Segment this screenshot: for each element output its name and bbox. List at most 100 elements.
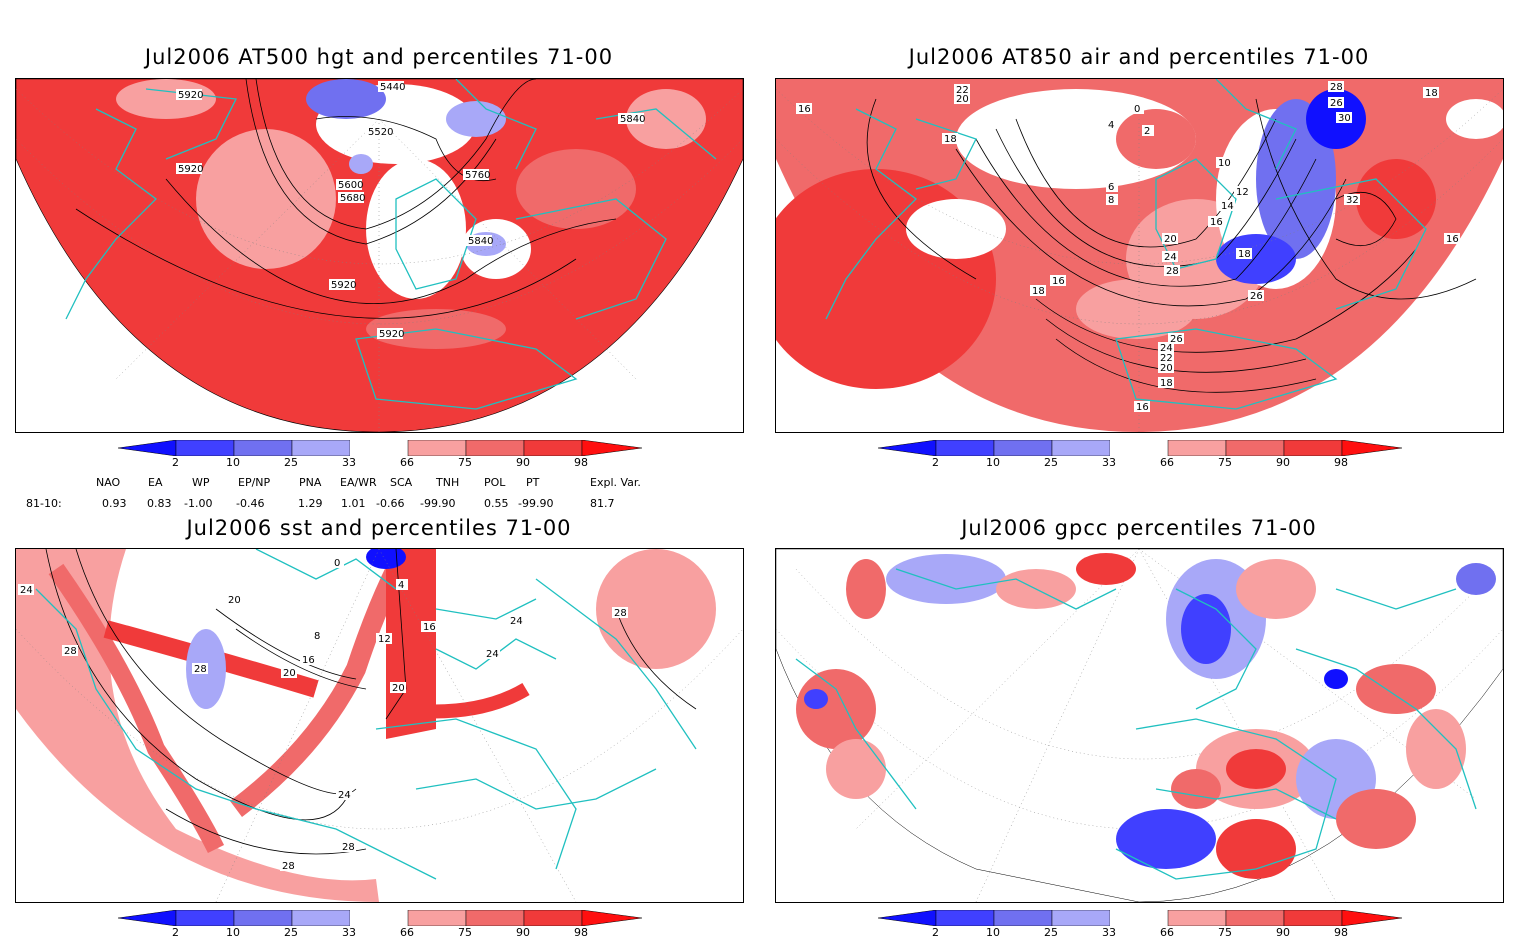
contour-label: 16 — [1446, 234, 1459, 245]
index-value: 0.83 — [147, 497, 172, 510]
contour-label: 5920 — [178, 164, 203, 175]
contour-label: 16 — [1052, 276, 1065, 287]
index-value: 0.55 — [484, 497, 509, 510]
colorbar-label: 2 — [932, 926, 939, 939]
contour-label: 8 — [1108, 195, 1114, 206]
panel-title-at850: Jul2006 AT850 air and percentiles 71-00 — [908, 45, 1370, 69]
map-at850-graphic: 22 20 16 18 0 4 2 28 26 30 18 10 6 8 12 … — [776, 79, 1503, 432]
contour-label: 0 — [1134, 104, 1140, 115]
contour-label: 5920 — [178, 90, 203, 101]
contour-label: 28 — [282, 861, 295, 872]
colorbar-label: 66 — [400, 456, 414, 469]
contour-label: 14 — [1221, 201, 1234, 212]
contour-label: 22 — [1160, 353, 1173, 364]
contour-label: 28 — [1166, 266, 1179, 277]
colorbar-top-right: 2 10 25 33 66 75 90 98 — [877, 439, 1403, 470]
index-value: 81.7 — [590, 497, 615, 510]
index-row-label: 81-10: — [26, 497, 62, 510]
colorbar-label: 10 — [226, 926, 240, 939]
index-value: 0.93 — [102, 497, 127, 510]
colorbar-label: 33 — [1102, 926, 1116, 939]
contour-label: 22 — [956, 85, 969, 96]
colorbar-label: 2 — [172, 926, 179, 939]
contour-label: 5840 — [620, 114, 645, 125]
index-header: TNH — [436, 476, 460, 489]
contour-label: 18 — [1238, 249, 1251, 260]
contour-label: 12 — [378, 634, 391, 645]
colorbar-label: 25 — [1044, 456, 1058, 469]
contour-label: 26 — [1250, 291, 1263, 302]
colorbar-label: 33 — [342, 456, 356, 469]
contour-label: 8 — [314, 631, 320, 642]
contour-label: 5760 — [465, 170, 490, 181]
contour-label: 16 — [1136, 402, 1149, 413]
contour-label: 5920 — [379, 329, 404, 340]
index-value: -99.90 — [518, 497, 554, 510]
contour-label: 32 — [1346, 195, 1359, 206]
contour-label: 5920 — [331, 280, 356, 291]
colorbar-label: 10 — [986, 926, 1000, 939]
contour-label: 26 — [1330, 98, 1343, 109]
colorbar-label: 33 — [1102, 456, 1116, 469]
contour-label: 16 — [1210, 217, 1223, 228]
contour-label: 18 — [1032, 286, 1045, 297]
contour-label: 18 — [1160, 378, 1173, 389]
colorbar-bottom-left: 2 10 25 33 66 75 90 98 — [117, 909, 643, 940]
panel-title-gpcc: Jul2006 gpcc percentiles 71-00 — [961, 516, 1317, 540]
colorbar-label: 98 — [1334, 456, 1348, 469]
colorbar-bottom-right: 2 10 25 33 66 75 90 98 — [877, 909, 1403, 940]
index-value: -99.90 — [420, 497, 456, 510]
contour-label: 16 — [423, 622, 436, 633]
colorbar-label: 66 — [1160, 456, 1174, 469]
colorbar-label: 10 — [986, 456, 1000, 469]
colorbar-label: 66 — [400, 926, 414, 939]
contour-label: 16 — [798, 104, 811, 115]
contour-label: 5600 — [338, 180, 363, 191]
contour-label: 20 — [392, 683, 405, 694]
map-at850: 22 20 16 18 0 4 2 28 26 30 18 10 6 8 12 … — [775, 78, 1504, 433]
contour-label: 20 — [1164, 234, 1177, 245]
contour-label: 20 — [283, 668, 296, 679]
contour-label: 5520 — [368, 127, 393, 138]
contour-label: 28 — [614, 608, 627, 619]
contour-label: 26 — [1170, 334, 1183, 345]
contour-label: 28 — [64, 646, 77, 657]
map-sst: 24 0 4 20 28 8 12 16 16 20 28 24 24 20 2… — [15, 548, 744, 903]
contour-label: 6 — [1108, 182, 1114, 193]
contour-label: 30 — [1338, 113, 1351, 124]
index-value: 1.01 — [341, 497, 366, 510]
colorbar-label: 90 — [516, 456, 530, 469]
colorbar-label: 90 — [1276, 926, 1290, 939]
colorbar-label: 90 — [1276, 456, 1290, 469]
index-header: EA — [148, 476, 163, 489]
contour-label: 24 — [1164, 252, 1177, 263]
colorbar-label: 98 — [574, 456, 588, 469]
colorbar-label: 75 — [458, 456, 472, 469]
index-header: WP — [192, 476, 210, 489]
map-gpcc-graphic — [776, 549, 1503, 902]
index-header: POL — [484, 476, 506, 489]
contour-label: 0 — [334, 558, 340, 569]
contour-label: 28 — [342, 842, 355, 853]
map-gpcc — [775, 548, 1504, 903]
contour-label: 20 — [228, 595, 241, 606]
contour-label: 20 — [1160, 363, 1173, 374]
index-value: -0.66 — [376, 497, 405, 510]
index-header: Expl. Var. — [590, 476, 641, 489]
colorbar-label: 75 — [458, 926, 472, 939]
colorbar-bottom-left-graphic — [117, 909, 643, 927]
colorbar-top-right-graphic — [877, 439, 1403, 457]
contour-label: 18 — [1425, 88, 1438, 99]
contour-label: 10 — [1218, 158, 1231, 169]
contour-label: 28 — [194, 664, 207, 675]
index-header: PT — [526, 476, 540, 489]
colorbar-label: 75 — [1218, 926, 1232, 939]
colorbar-label: 10 — [226, 456, 240, 469]
contour-label: 24 — [20, 585, 33, 596]
index-value: -1.00 — [184, 497, 213, 510]
colorbar-label: 25 — [284, 456, 298, 469]
contour-label: 20 — [956, 94, 969, 105]
index-value: 1.29 — [298, 497, 323, 510]
index-header: PNA — [299, 476, 322, 489]
contour-label: 16 — [302, 655, 315, 666]
